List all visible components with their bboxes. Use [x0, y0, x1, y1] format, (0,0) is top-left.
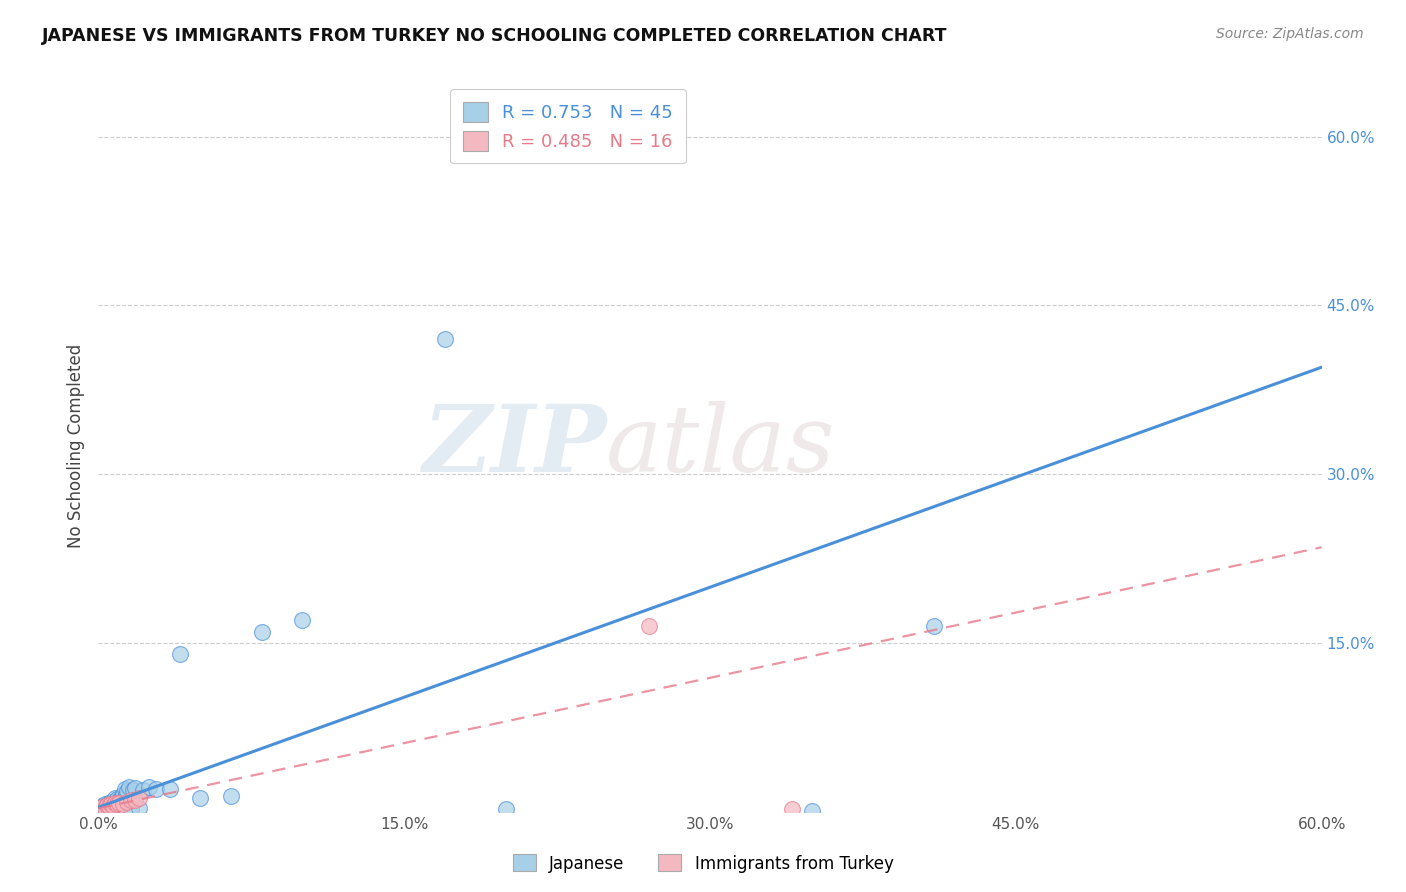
Point: [120, 802, 142, 816]
Point: [101, 796, 124, 810]
Point: [114, 790, 136, 805]
Point: [97, 796, 120, 810]
Point: [169, 647, 191, 661]
Point: [100, 795, 122, 809]
Point: [96, 797, 118, 812]
Point: [120, 793, 142, 807]
Point: [159, 782, 181, 797]
Point: [110, 791, 132, 805]
Point: [101, 799, 124, 814]
Point: [219, 789, 242, 803]
Point: [128, 791, 150, 805]
Point: [96, 797, 118, 812]
Point: [108, 793, 131, 807]
Point: [100, 797, 122, 811]
Point: [250, 624, 273, 639]
Point: [115, 795, 138, 809]
Text: atlas: atlas: [606, 401, 835, 491]
Point: [96, 800, 118, 814]
Legend: Japanese, Immigrants from Turkey: Japanese, Immigrants from Turkey: [506, 847, 900, 880]
Point: [97, 799, 120, 814]
Point: [495, 802, 517, 816]
Point: [93, 801, 115, 815]
Point: [105, 797, 128, 811]
Point: [104, 796, 127, 810]
Point: [105, 796, 128, 810]
Point: [124, 793, 146, 807]
Point: [128, 801, 150, 815]
Point: [118, 780, 141, 794]
Point: [122, 783, 145, 797]
Point: [638, 619, 661, 633]
Point: [91, 800, 114, 814]
Point: [780, 802, 803, 816]
Point: [104, 791, 127, 805]
Point: [100, 797, 122, 812]
Point: [101, 799, 124, 814]
Point: [124, 781, 146, 796]
Point: [91, 800, 114, 814]
Text: Source: ZipAtlas.com: Source: ZipAtlas.com: [1216, 27, 1364, 41]
Point: [434, 332, 457, 346]
Point: [188, 791, 212, 805]
Point: [91, 799, 114, 814]
Point: [145, 782, 167, 797]
Point: [93, 797, 115, 811]
Point: [105, 792, 128, 806]
Point: [114, 782, 136, 797]
Point: [115, 784, 138, 798]
Legend: R = 0.753   N = 45, R = 0.485   N = 16: R = 0.753 N = 45, R = 0.485 N = 16: [450, 89, 686, 163]
Point: [89, 801, 111, 815]
Point: [104, 795, 127, 809]
Point: [108, 796, 131, 810]
Point: [104, 797, 127, 812]
Point: [93, 799, 115, 814]
Point: [97, 799, 120, 814]
Point: [111, 797, 134, 811]
Point: [138, 780, 160, 794]
Point: [801, 804, 824, 818]
Point: [100, 800, 122, 814]
Point: [132, 783, 155, 797]
Point: [922, 619, 945, 633]
Point: [111, 787, 134, 801]
Y-axis label: No Schooling Completed: No Schooling Completed: [67, 344, 86, 548]
Text: JAPANESE VS IMMIGRANTS FROM TURKEY NO SCHOOLING COMPLETED CORRELATION CHART: JAPANESE VS IMMIGRANTS FROM TURKEY NO SC…: [42, 27, 948, 45]
Point: [291, 614, 314, 628]
Point: [97, 801, 120, 815]
Text: ZIP: ZIP: [422, 401, 606, 491]
Point: [93, 801, 115, 815]
